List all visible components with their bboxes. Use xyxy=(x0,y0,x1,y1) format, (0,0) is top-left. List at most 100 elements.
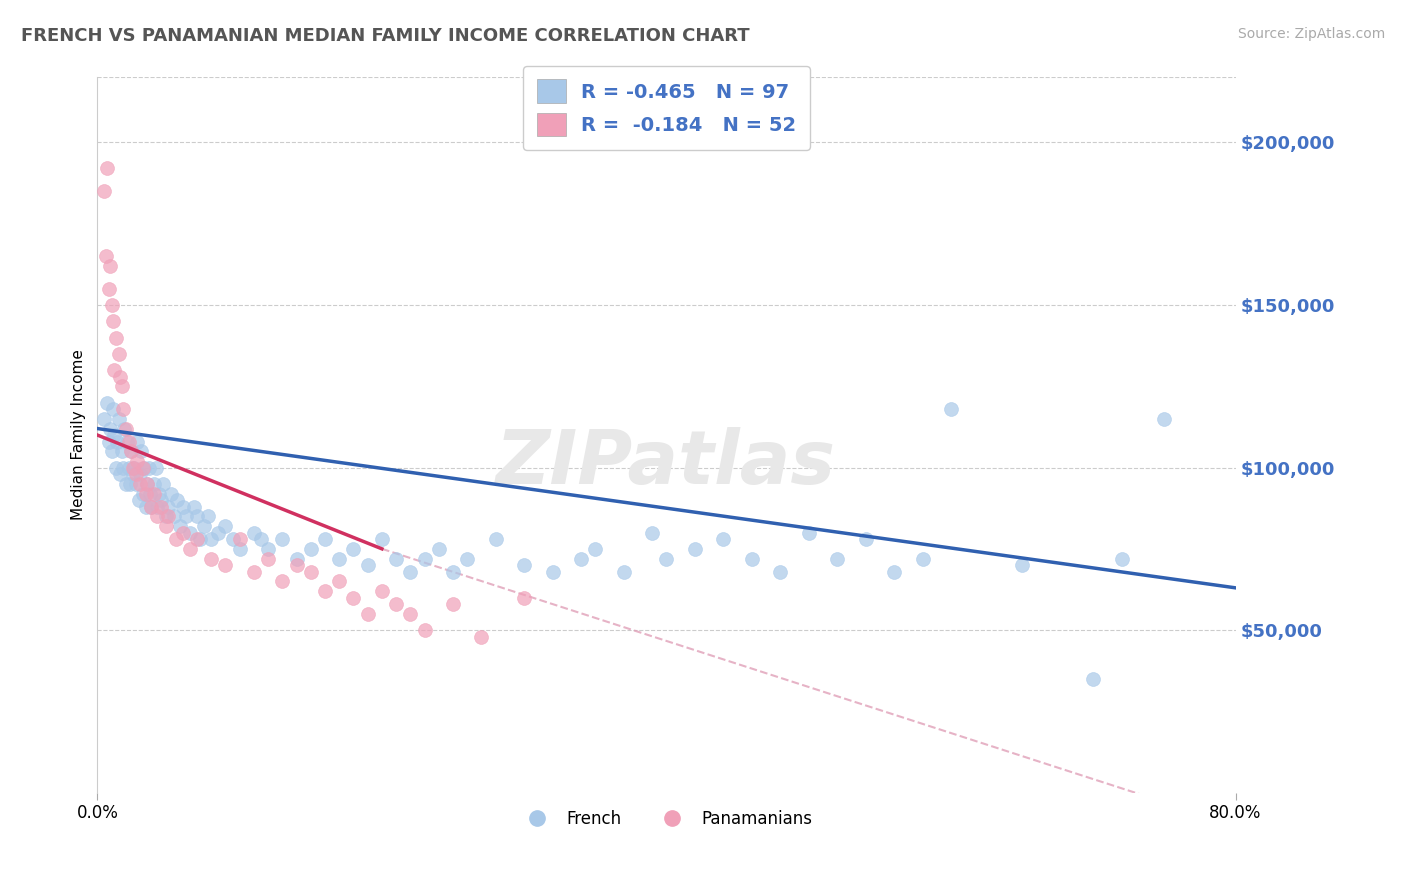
Point xyxy=(1111,551,1133,566)
Point xyxy=(121,444,143,458)
Point xyxy=(1083,672,1105,686)
Point xyxy=(356,607,378,621)
Point xyxy=(145,460,167,475)
Point xyxy=(385,551,408,566)
Point xyxy=(114,421,136,435)
Point xyxy=(413,623,436,637)
Point xyxy=(613,565,636,579)
Point xyxy=(141,500,163,514)
Point xyxy=(150,493,173,508)
Point xyxy=(165,532,187,546)
Point xyxy=(342,541,364,556)
Point xyxy=(118,434,141,449)
Point xyxy=(328,574,350,589)
Point xyxy=(121,444,143,458)
Point xyxy=(541,565,564,579)
Point xyxy=(214,519,236,533)
Point xyxy=(155,519,177,533)
Text: ZIPatlas: ZIPatlas xyxy=(496,427,837,500)
Point xyxy=(825,551,848,566)
Point xyxy=(129,476,152,491)
Point xyxy=(155,509,177,524)
Point xyxy=(456,551,478,566)
Point xyxy=(485,532,508,546)
Legend: French, Panamanians: French, Panamanians xyxy=(513,803,820,834)
Point xyxy=(110,379,132,393)
Point xyxy=(285,558,308,573)
Point xyxy=(100,444,122,458)
Point xyxy=(127,454,149,468)
Point xyxy=(399,565,422,579)
Point xyxy=(124,460,146,475)
Point xyxy=(108,467,131,481)
Point xyxy=(150,500,173,514)
Point xyxy=(583,541,606,556)
Point xyxy=(148,486,170,500)
Point xyxy=(193,519,215,533)
Point xyxy=(441,597,464,611)
Point xyxy=(93,184,115,198)
Point xyxy=(112,421,135,435)
Point xyxy=(569,551,592,566)
Point xyxy=(107,411,129,425)
Point xyxy=(257,541,280,556)
Point xyxy=(157,509,180,524)
Point xyxy=(328,551,350,566)
Point xyxy=(94,249,117,263)
Point xyxy=(152,476,174,491)
Point xyxy=(250,532,273,546)
Point xyxy=(314,532,336,546)
Point xyxy=(111,402,134,417)
Point xyxy=(160,486,183,500)
Point xyxy=(855,532,877,546)
Point xyxy=(118,460,141,475)
Point xyxy=(711,532,734,546)
Point xyxy=(655,551,678,566)
Point xyxy=(243,565,266,579)
Point xyxy=(883,565,905,579)
Point xyxy=(107,347,129,361)
Point xyxy=(1153,411,1175,425)
Point xyxy=(769,565,792,579)
Point xyxy=(97,282,120,296)
Point xyxy=(741,551,763,566)
Point xyxy=(299,565,322,579)
Point xyxy=(200,532,222,546)
Point xyxy=(797,525,820,540)
Point xyxy=(98,421,121,435)
Point xyxy=(183,500,205,514)
Point xyxy=(179,525,201,540)
Point xyxy=(683,541,706,556)
Point xyxy=(299,541,322,556)
Point xyxy=(122,460,145,475)
Point xyxy=(120,476,142,491)
Point xyxy=(131,444,153,458)
Point xyxy=(128,493,150,508)
Point xyxy=(214,558,236,573)
Point xyxy=(371,532,394,546)
Point xyxy=(470,630,492,644)
Point xyxy=(132,460,155,475)
Point xyxy=(96,161,118,176)
Point xyxy=(179,541,201,556)
Point xyxy=(157,500,180,514)
Point xyxy=(1011,558,1033,573)
Point xyxy=(134,460,156,475)
Point xyxy=(138,460,160,475)
Point xyxy=(271,532,294,546)
Point xyxy=(174,509,197,524)
Point xyxy=(105,434,128,449)
Point xyxy=(101,402,124,417)
Point xyxy=(122,467,145,481)
Point xyxy=(427,541,450,556)
Point xyxy=(93,411,115,425)
Point xyxy=(101,314,124,328)
Text: Source: ZipAtlas.com: Source: ZipAtlas.com xyxy=(1237,27,1385,41)
Point xyxy=(188,532,211,546)
Point xyxy=(385,597,408,611)
Point xyxy=(132,486,155,500)
Point xyxy=(136,476,159,491)
Point xyxy=(172,525,194,540)
Point xyxy=(371,584,394,599)
Point xyxy=(399,607,422,621)
